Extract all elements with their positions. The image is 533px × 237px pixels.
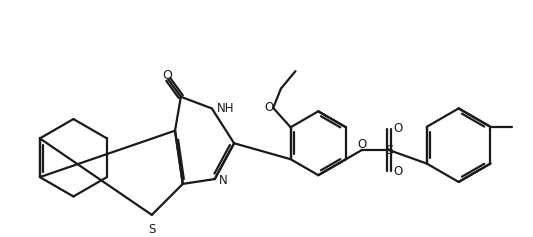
Text: O: O	[394, 122, 403, 135]
Text: S: S	[385, 144, 393, 156]
Text: S: S	[148, 223, 156, 236]
Text: N: N	[219, 174, 228, 187]
Text: O: O	[357, 138, 367, 151]
Text: O: O	[265, 101, 274, 114]
Text: NH: NH	[216, 102, 234, 115]
Text: O: O	[163, 69, 172, 82]
Text: O: O	[394, 165, 403, 178]
